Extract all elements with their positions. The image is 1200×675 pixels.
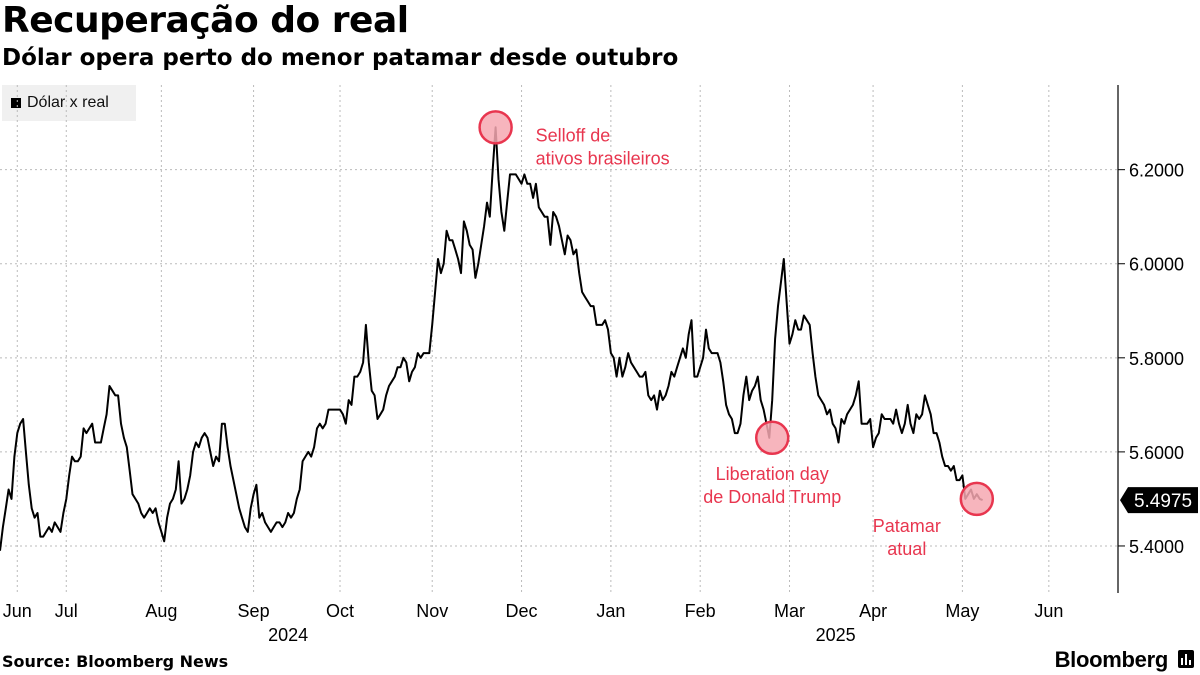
annotation-marker xyxy=(478,110,513,145)
x-axis: Jun Jul Aug Sep Oct Nov Dec Jan Feb Mar Apr May Jun 2… xyxy=(3,601,1064,645)
series-line-group xyxy=(0,126,983,551)
annotation-labels: Selloff de ativos brasileiros Liberation d… xyxy=(536,125,941,559)
y-tick-label: 6.2000 xyxy=(1129,161,1184,181)
grid xyxy=(0,85,1118,593)
x-tick-label: Feb xyxy=(685,601,716,621)
legend-label: Dólar x real xyxy=(27,94,109,111)
brand-logo: Bloomberg xyxy=(1054,647,1169,672)
legend-swatch xyxy=(11,98,21,108)
chart-subtitle: Dólar opera perto do menor patamar desde… xyxy=(2,45,679,71)
chart-title: Recuperação do real xyxy=(2,0,409,41)
x-tick-label: Jan xyxy=(596,601,625,621)
x-tick-label: Nov xyxy=(416,601,448,621)
y-axis: 5.4000 5.6000 5.8000 6.0000 6.2000 xyxy=(1117,85,1184,593)
annotation-label: Liberation day xyxy=(716,464,829,484)
y-tick-label: 5.6000 xyxy=(1129,443,1184,463)
x-year-label: 2024 xyxy=(268,625,308,645)
legend: Dólar x real xyxy=(2,85,136,121)
x-tick-label: Jun xyxy=(3,601,32,621)
source-note: Source: Bloomberg News xyxy=(2,652,229,671)
annotation-marker xyxy=(959,481,995,517)
annotation-label: de Donald Trump xyxy=(703,487,841,507)
last-value-group: 5.4975 xyxy=(1120,487,1198,514)
x-tick-label: Sep xyxy=(238,601,270,621)
last-value-label: 5.4975 xyxy=(1134,491,1192,512)
y-tick-label: 6.0000 xyxy=(1129,255,1184,275)
x-tick-label: Dec xyxy=(506,601,538,621)
bloomberg-icon xyxy=(1178,650,1194,668)
x-year-label: 2025 xyxy=(816,625,856,645)
y-tick-label: 5.8000 xyxy=(1129,349,1184,369)
annotation-label: Selloff de xyxy=(536,125,611,145)
x-tick-label: Aug xyxy=(145,601,177,621)
series-line xyxy=(0,126,983,551)
x-tick-label: Jun xyxy=(1034,601,1063,621)
x-tick-label: Mar xyxy=(774,601,805,621)
annotation-markers xyxy=(478,110,995,517)
annotation-label: Patamar xyxy=(873,516,941,536)
annotation-label: atual xyxy=(887,539,926,559)
annotation-marker xyxy=(754,420,790,456)
x-tick-label: Jul xyxy=(55,601,78,621)
x-tick-label: May xyxy=(945,601,979,621)
x-tick-label: Apr xyxy=(859,601,887,621)
y-tick-label: 5.4000 xyxy=(1129,537,1184,557)
annotation-label: ativos brasileiros xyxy=(536,148,670,168)
x-tick-label: Oct xyxy=(326,601,354,621)
last-value-tag xyxy=(1120,487,1198,514)
